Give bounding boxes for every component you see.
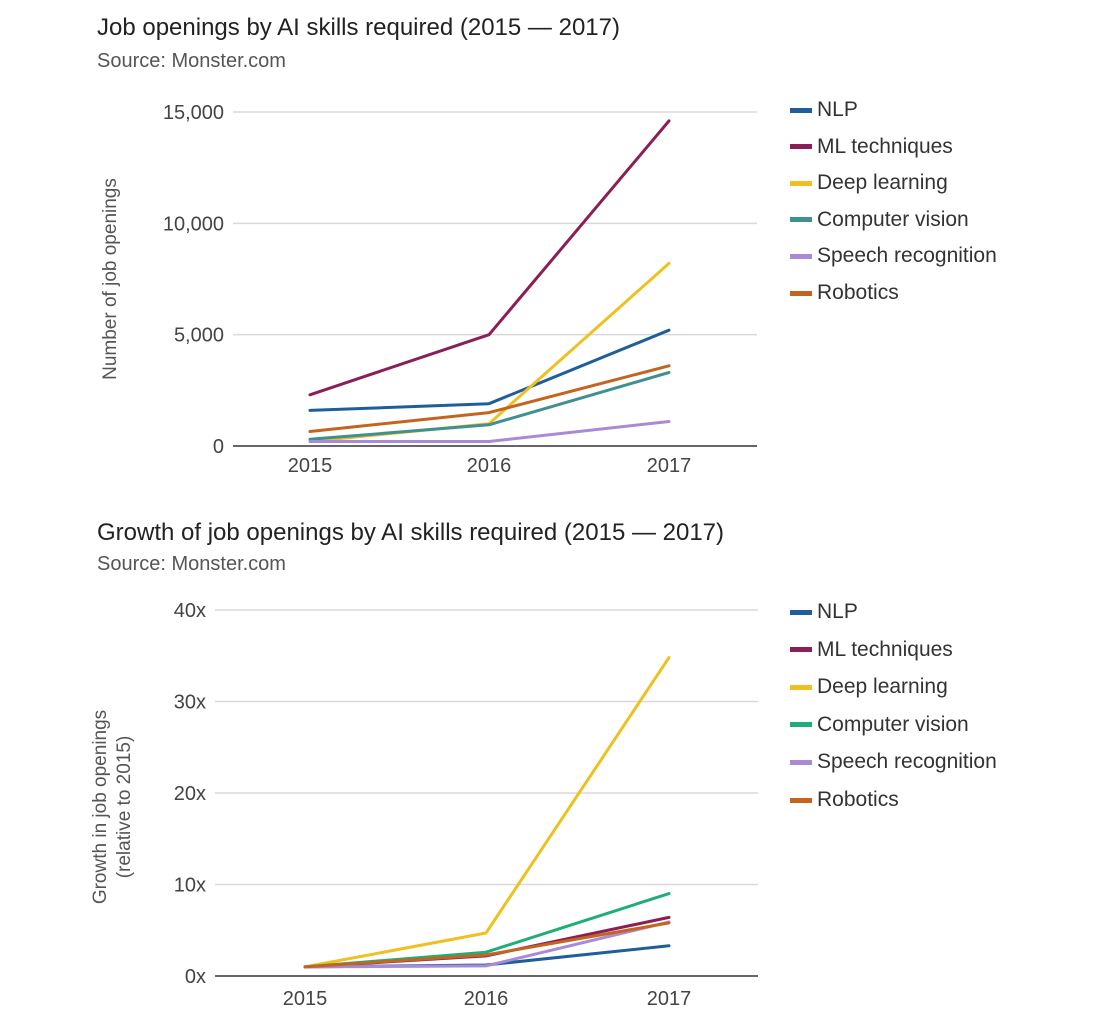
legend-swatch [790, 647, 812, 653]
y-tick-label: 30x [174, 692, 206, 714]
x-tick-label: 2017 [647, 455, 692, 477]
plot-area: 0 5,000 10,000 15,000 2015 2016 2017 [163, 102, 757, 477]
x-tick-label: 2015 [283, 988, 328, 1010]
legend-label: Speech recognition [817, 244, 997, 268]
chart-title: Job openings by AI skills required (2015… [97, 14, 620, 41]
chart-title: Growth of job openings by AI skills requ… [97, 519, 725, 546]
legend-swatch [790, 722, 812, 728]
legend-item-nlp: NLP [790, 600, 858, 624]
legend-label: NLP [817, 600, 858, 623]
legend-item-ml-techniques: ML techniques [790, 135, 953, 159]
y-tick-label: 15,000 [163, 102, 224, 124]
legend-label: Deep learning [817, 675, 948, 699]
legend-swatch [790, 797, 812, 803]
series-line-computer-vision [308, 371, 671, 441]
legend-label: ML techniques [817, 134, 953, 158]
y-tick-label: 20x [174, 783, 206, 805]
legend-label: ML techniques [817, 637, 953, 661]
y-tick-label: 10x [174, 875, 206, 897]
legend-swatch [790, 609, 812, 615]
series-line-nlp [308, 328, 671, 412]
legend-item-speech-recognition: Speech recognition [790, 244, 997, 268]
series-line-robotics [303, 921, 671, 969]
legend-label: NLP [817, 98, 858, 121]
legend-item-nlp: NLP [790, 98, 858, 122]
legend-label: Deep learning [817, 171, 948, 195]
legend-item-robotics: Robotics [790, 281, 899, 305]
chart-job-openings: Job openings by AI skills required (2015… [0, 0, 1111, 514]
series-line-ml-techniques [308, 119, 671, 397]
x-tick-label: 2017 [647, 988, 692, 1010]
legend-swatch [790, 144, 812, 150]
plot-area: 0x 10x 20x 30x 40x 2015 2016 2017 [174, 600, 758, 1010]
chart-growth: Growth of job openings by AI skills requ… [0, 505, 1111, 1019]
legend-swatch [790, 684, 812, 690]
chart-subtitle: Source: Monster.com [97, 553, 286, 575]
series-line-speech-recognition [308, 420, 671, 443]
legend-item-deep-learning: Deep learning [790, 171, 948, 195]
x-tick-label: 2016 [467, 455, 512, 477]
legend-label: Speech recognition [817, 750, 997, 774]
y-tick-label: 5,000 [174, 325, 224, 347]
legend-item-computer-vision: Computer vision [790, 208, 969, 232]
chart-subtitle: Source: Monster.com [97, 50, 286, 72]
legend-swatch [790, 290, 812, 296]
legend-swatch [790, 180, 812, 186]
legend-item-robotics: Robotics [790, 788, 899, 812]
legend-swatch [790, 759, 812, 765]
legend-label: Computer vision [817, 207, 969, 231]
series-line-robotics [308, 364, 671, 433]
legend-label: Robotics [817, 281, 899, 304]
series-line-speech-recognition [303, 920, 671, 969]
x-tick-label: 2015 [288, 455, 333, 477]
legend-label: Computer vision [817, 712, 969, 736]
series-line-deep-learning [303, 656, 671, 969]
legend-item-deep-learning: Deep learning [790, 675, 948, 699]
series-line-ml-techniques [303, 915, 671, 969]
y-tick-label: 10,000 [163, 213, 224, 235]
x-tick-label: 2016 [464, 988, 509, 1010]
legend-swatch [790, 217, 812, 223]
y-tick-label: 0 [213, 436, 224, 458]
y-tick-label: 0x [185, 966, 206, 988]
legend-item-speech-recognition: Speech recognition [790, 750, 997, 774]
legend-item-computer-vision: Computer vision [790, 713, 969, 737]
legend-label: Robotics [817, 788, 899, 811]
legend-item-ml-techniques: ML techniques [790, 638, 953, 662]
legend-swatch [790, 253, 812, 259]
legend-swatch [790, 107, 812, 113]
y-tick-label: 40x [174, 600, 206, 622]
